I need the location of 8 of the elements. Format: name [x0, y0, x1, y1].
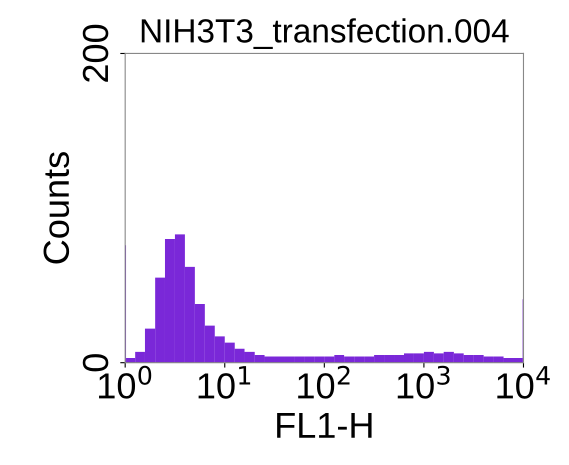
y-tick-label: 200 [82, 24, 108, 82]
x-tick-label: 10$^{3}$ [398, 366, 450, 399]
x-tick-label: 10$^{4}$ [497, 366, 550, 399]
y-axis-title: Counts [44, 152, 70, 264]
x-tick-label: 10$^{2}$ [298, 366, 350, 399]
x-axis-title: FL1-H [277, 412, 372, 438]
x-tick-label: 10$^{1}$ [198, 366, 250, 399]
chart-title: NIH3T3_transfection.004 [142, 18, 509, 49]
